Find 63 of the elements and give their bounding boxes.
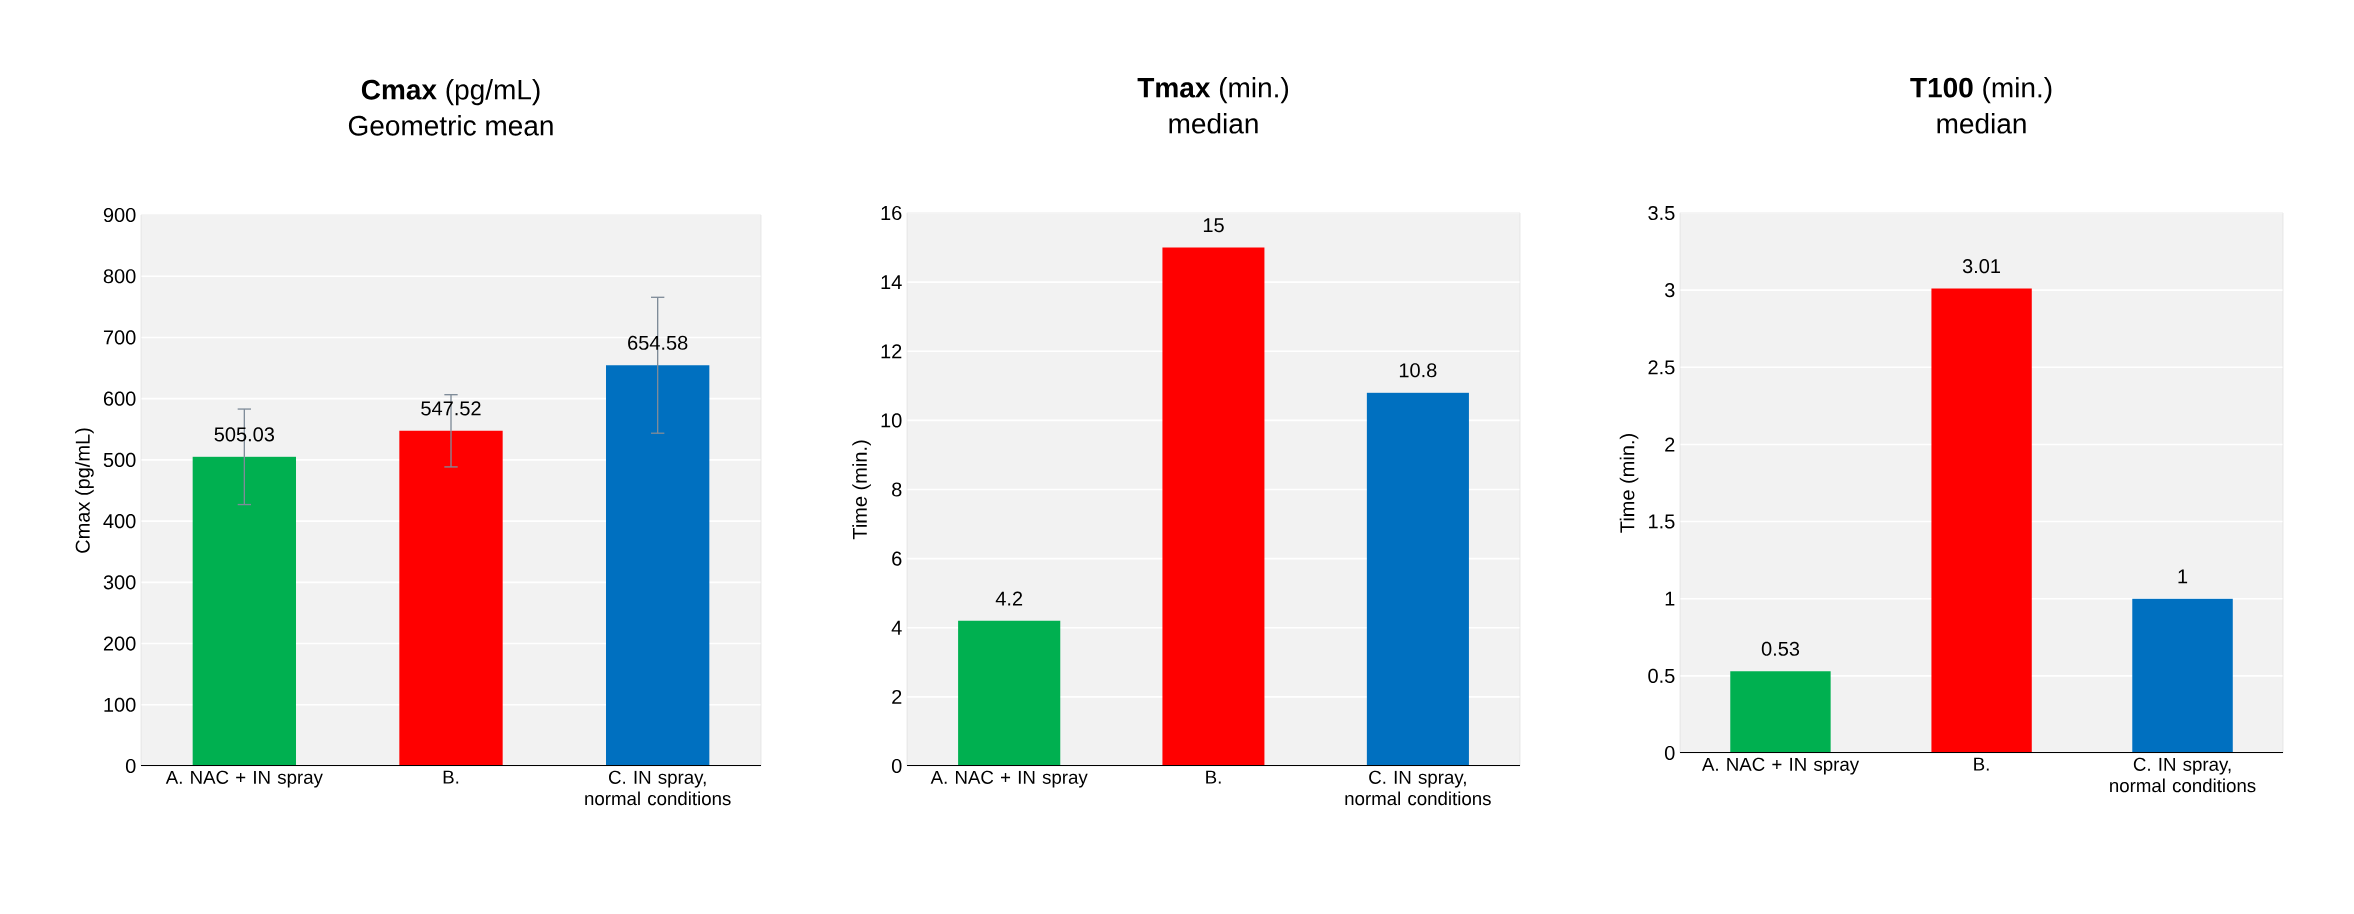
y-tick-label: 12 [881,344,902,359]
data-label: 3.01 [1962,259,2000,274]
y-tick-label: 600 [103,391,136,406]
bar [606,365,710,766]
bar [1931,288,2032,753]
y-axis-title: Time (min.) [852,440,871,540]
x-tick-label: A. NAC + IN spray [930,770,1088,788]
data-label: 15 [1203,218,1224,233]
y-tick-label: 0 [891,758,902,774]
data-label: 4.2 [995,591,1023,606]
x-tick-label: B. [1206,770,1221,784]
y-tick-label: 0 [1664,745,1675,761]
y-tick-label: 14 [881,275,902,289]
x-tick-label: A. NAC + IN spray [165,770,323,788]
data-label: 0.53 [1761,641,1800,656]
y-tick-label: 500 [103,452,136,467]
bar [192,456,297,766]
y-tick-label: 1.5 [1649,514,1675,529]
x-tick-label: B. [443,770,459,784]
bar [399,430,503,766]
y-tick-label: 200 [103,636,136,651]
y-tick-label: 0 [125,758,136,774]
data-label: 1 [2178,569,2188,584]
chart-subtitle: median [1937,113,2026,134]
y-tick-label: 1 [1665,591,1675,606]
y-axis-title: Cmax (pg/mL) [75,428,94,553]
chart-title: T100 (min.) [1910,77,2052,104]
chart-title: Tmax (min.) [1137,77,1289,104]
y-tick-label: 700 [103,330,136,345]
chart-subtitle: median [1169,113,1258,134]
y-tick-label: 10 [881,413,902,428]
bar [1366,392,1469,766]
data-label: 654.58 [628,335,688,350]
y-tick-label: 400 [103,514,136,529]
x-tick-label: C. IN spray, normal conditions [2110,757,2256,793]
y-tick-label: 0.5 [1648,668,1675,683]
x-tick-label: C. IN spray, normal conditions [1345,770,1491,806]
data-label: 505.03 [214,427,275,442]
chart-subtitle: Geometric mean [348,115,553,136]
y-tick-label: 3 [1664,283,1675,298]
data-label: 547.52 [421,401,481,416]
chart-title: Cmax (pg/mL) [361,79,540,106]
y-tick-label: 2 [1665,437,1675,452]
bar [2132,598,2233,753]
y-tick-label: 8 [892,482,902,497]
y-axis-title: Time (min.) [1619,434,1639,533]
y-tick-label: 4 [891,620,902,635]
data-label: 10.8 [1399,363,1437,378]
x-tick-label: A. NAC + IN spray [1701,757,1860,775]
bar [1730,671,1831,753]
x-tick-label: B. [1974,757,1989,771]
bar [1162,247,1265,766]
y-tick-label: 800 [103,269,136,284]
y-tick-label: 2 [892,689,902,704]
y-tick-label: 6 [892,551,902,566]
y-tick-label: 3.5 [1648,205,1675,221]
bar [958,620,1061,766]
y-tick-label: 2.5 [1648,360,1675,375]
y-tick-label: 16 [881,205,902,221]
y-tick-label: 100 [104,697,136,712]
x-tick-label: C. IN spray, normal conditions [585,770,731,806]
y-tick-label: 300 [103,575,136,590]
y-tick-label: 900 [103,207,136,223]
